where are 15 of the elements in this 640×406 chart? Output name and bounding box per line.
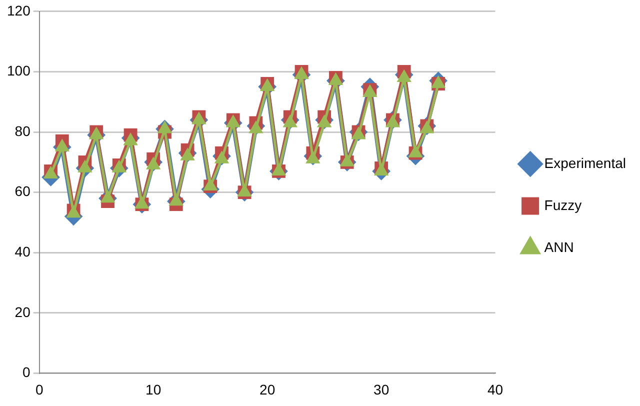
- y-tick-label: 80: [14, 122, 31, 139]
- x-tick-label: 20: [260, 381, 276, 398]
- legend-label: Experimental: [544, 154, 626, 171]
- x-tick-label: 0: [35, 381, 44, 398]
- y-tick-label: 40: [14, 243, 31, 260]
- y-tick-label: 100: [7, 62, 31, 79]
- y-tick-label: 60: [14, 183, 31, 200]
- y-tick-label: 20: [14, 304, 31, 320]
- legend-label: Fuzzy: [544, 196, 582, 213]
- x-tick-label: 10: [146, 381, 162, 398]
- legend-label: ANN: [544, 238, 574, 255]
- y-tick-label: 120: [7, 2, 31, 18]
- y-tick-label: 0: [22, 364, 31, 380]
- x-tick-label: 30: [374, 381, 390, 398]
- x-tick-label: 40: [488, 381, 504, 398]
